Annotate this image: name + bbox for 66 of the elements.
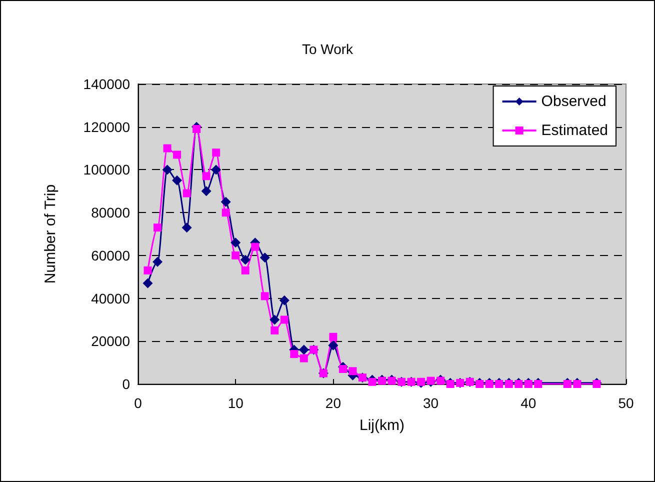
y-tick-label: 80000 — [91, 204, 130, 221]
legend-label: Observed — [541, 93, 606, 110]
point — [485, 380, 494, 388]
point — [260, 292, 269, 300]
point — [298, 344, 309, 355]
y-tick-label: 0 — [122, 376, 130, 392]
point — [202, 172, 210, 180]
point — [270, 326, 279, 334]
point — [211, 164, 222, 175]
point — [222, 208, 230, 217]
point — [446, 380, 454, 388]
x-tick-label: 50 — [618, 395, 634, 411]
point — [260, 252, 270, 263]
point — [290, 350, 298, 358]
point — [514, 380, 523, 388]
point — [163, 144, 172, 152]
point — [592, 380, 601, 388]
point — [280, 316, 288, 324]
y-tick-label: 40000 — [91, 290, 130, 306]
point — [329, 332, 338, 341]
y-tick-label: 100000 — [83, 162, 130, 178]
x-tick-label: 40 — [520, 395, 536, 411]
legend-label: Estimated — [541, 122, 608, 139]
point — [192, 125, 201, 133]
x-axis-title: Lij(km) — [360, 417, 404, 434]
point — [152, 256, 163, 267]
point — [534, 380, 542, 388]
point — [162, 164, 172, 175]
point — [240, 254, 250, 265]
point — [563, 380, 572, 388]
point — [476, 380, 484, 388]
point — [251, 242, 260, 251]
point — [230, 238, 241, 248]
point — [232, 251, 240, 260]
point — [573, 380, 582, 388]
point — [154, 224, 162, 232]
point — [182, 189, 191, 198]
point — [172, 175, 182, 186]
x-tick-label: 10 — [228, 395, 244, 411]
point — [182, 222, 192, 233]
point — [241, 266, 250, 274]
point — [173, 150, 182, 159]
point — [348, 367, 357, 376]
x-tick-label: 0 — [134, 395, 142, 411]
point — [300, 354, 308, 362]
y-axis-title: Number of Trip — [42, 184, 59, 284]
point — [270, 314, 280, 325]
point — [220, 196, 231, 207]
x-tick-label: 20 — [325, 395, 342, 411]
point — [338, 365, 347, 373]
point — [201, 186, 212, 196]
point — [142, 278, 153, 288]
point — [279, 295, 290, 306]
point — [504, 380, 513, 388]
y-tick-label: 120000 — [83, 118, 130, 135]
point — [495, 380, 504, 388]
point — [368, 378, 376, 386]
x-tick-label: 30 — [423, 395, 439, 411]
point — [328, 340, 338, 350]
y-tick-label: 20000 — [91, 333, 130, 350]
chart-title: To Work — [302, 41, 354, 57]
point — [144, 266, 152, 274]
y-tick-label: 140000 — [83, 76, 130, 92]
y-tick-label: 60000 — [91, 247, 130, 264]
point — [212, 148, 220, 157]
point — [524, 380, 532, 388]
